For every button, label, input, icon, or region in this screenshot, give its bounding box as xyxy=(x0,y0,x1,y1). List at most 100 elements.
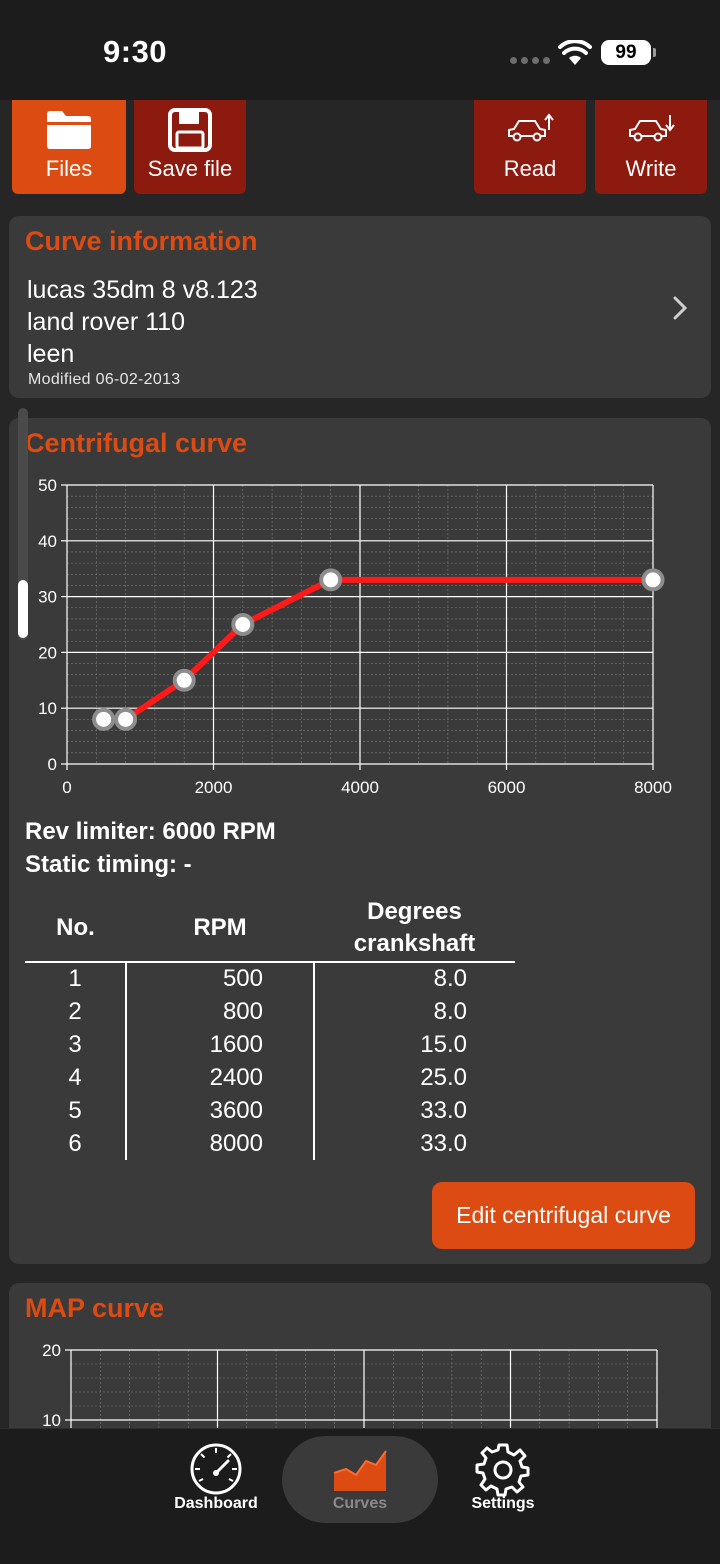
wifi-icon xyxy=(558,40,592,65)
y-tick-label: 30 xyxy=(38,588,57,607)
cell-rpm: 3600 xyxy=(126,1094,315,1127)
cell-no: 1 xyxy=(25,962,127,995)
table-row: 3 1600 15.0 xyxy=(25,1028,515,1061)
battery-indicator: 99 xyxy=(601,40,656,65)
x-tick-label: 2000 xyxy=(195,778,233,797)
scroll-indicator[interactable] xyxy=(18,408,28,640)
table-header-row: No. RPM Degrees crankshaft xyxy=(25,894,515,963)
x-tick-label: 4000 xyxy=(341,778,379,797)
edit-centrifugal-curve-button[interactable]: Edit centrifugal curve xyxy=(432,1182,695,1249)
tab-dashboard-label: Dashboard xyxy=(174,1495,258,1512)
map-curve-title: MAP curve xyxy=(25,1293,165,1323)
cell-no: 5 xyxy=(25,1094,127,1127)
tab-settings[interactable]: Settings xyxy=(428,1429,578,1525)
cell-degrees: 33.0 xyxy=(420,1129,467,1157)
header-degrees-line1: Degrees xyxy=(367,897,462,925)
table-row: 2 800 8.0 xyxy=(25,995,515,1028)
centrifugal-curve-chart[interactable]: 0 10 20 30 40 50 0 2000 4000 6000 8000 xyxy=(9,468,699,838)
curve-info-line-2: land rover 110 xyxy=(27,308,185,336)
cell-rpm: 800 xyxy=(126,995,315,1028)
car-download-icon xyxy=(629,115,675,142)
header-degrees-line2: crankshaft xyxy=(353,929,476,957)
cellular-signal-icon xyxy=(510,57,550,64)
write-button[interactable]: Write xyxy=(595,100,707,194)
read-button[interactable]: Read xyxy=(474,100,586,194)
car-upload-icon xyxy=(508,113,554,142)
axis-ticks xyxy=(61,484,654,770)
centrifugal-curve-card: Centrifugal curve 0 10 20 30 40 50 0 2000 4000 60… xyxy=(9,418,711,1264)
save-file-button[interactable]: Save file xyxy=(134,100,246,194)
tab-settings-label: Settings xyxy=(471,1495,535,1512)
cell-no: 3 xyxy=(25,1028,127,1061)
cell-degrees: 33.0 xyxy=(420,1096,467,1124)
speedometer-icon xyxy=(190,1443,242,1495)
tab-curves[interactable]: Curves xyxy=(285,1429,435,1525)
cell-no: 6 xyxy=(25,1127,127,1160)
axis-ticks xyxy=(65,1349,71,1421)
tab-bar: Dashboard Curves Settings xyxy=(0,1428,720,1564)
cell-rpm: 8000 xyxy=(126,1127,315,1160)
curve-information-card[interactable]: Curve information lucas 35dm 8 v8.123 la… xyxy=(9,216,711,398)
cell-no: 2 xyxy=(25,995,127,1028)
cell-rpm: 1600 xyxy=(126,1028,315,1061)
static-timing-text: Static timing: - xyxy=(25,851,192,878)
main-content[interactable]: Files Save file Read Write Curve informa… xyxy=(0,100,720,1428)
cell-rpm: 2400 xyxy=(126,1061,315,1094)
y-tick-label: 0 xyxy=(48,755,57,774)
y-tick-label: 20 xyxy=(42,1341,61,1360)
floppy-disk-icon xyxy=(168,108,212,152)
cell-degrees: 8.0 xyxy=(433,997,467,1025)
map-curve-card: MAP curve 20 10 xyxy=(9,1283,711,1428)
chevron-right-icon[interactable] xyxy=(673,296,687,320)
x-tick-label: 0 xyxy=(62,778,71,797)
cell-degrees: 8.0 xyxy=(433,965,467,992)
x-tick-label: 8000 xyxy=(634,778,672,797)
curve-info-line-3: leen xyxy=(27,340,75,368)
files-label: Files xyxy=(45,156,93,181)
files-button[interactable]: Files xyxy=(12,100,126,194)
write-label: Write xyxy=(625,156,677,181)
data-point xyxy=(114,707,138,731)
cell-degrees: 25.0 xyxy=(420,1063,467,1091)
cell-no: 4 xyxy=(25,1061,127,1094)
header-no: No. xyxy=(25,894,126,963)
folder-icon xyxy=(47,111,91,149)
curve-chart-icon xyxy=(333,1450,387,1491)
data-point xyxy=(641,568,665,592)
y-tick-label: 10 xyxy=(38,699,57,718)
y-tick-label: 40 xyxy=(38,532,57,551)
rev-limiter-text: Rev limiter: 6000 RPM xyxy=(25,818,276,845)
table-row: 5 3600 33.0 xyxy=(25,1094,515,1127)
data-point xyxy=(319,568,343,592)
data-point xyxy=(231,613,255,636)
cell-rpm: 500 xyxy=(126,962,315,995)
y-tick-label: 10 xyxy=(42,1411,61,1428)
cell-degrees: 15.0 xyxy=(420,1030,467,1058)
centrifugal-curve-table: No. RPM Degrees crankshaft 1 500 8.0 2 800 8… xyxy=(25,894,515,1160)
gear-icon xyxy=(475,1443,530,1497)
modified-date: Modified 06-02-2013 xyxy=(28,371,181,388)
major-grid xyxy=(66,484,654,765)
scroll-thumb[interactable] xyxy=(18,580,28,638)
table-row: 6 8000 33.0 xyxy=(25,1127,515,1160)
read-label: Read xyxy=(503,156,557,181)
x-tick-label: 6000 xyxy=(488,778,526,797)
status-time: 9:30 xyxy=(103,34,168,69)
y-tick-label: 50 xyxy=(38,476,57,495)
series-line xyxy=(103,576,653,723)
tab-curves-label: Curves xyxy=(332,1495,388,1512)
data-point xyxy=(92,707,116,731)
centrifugal-curve-title: Centrifugal curve xyxy=(25,428,248,458)
major-grid xyxy=(70,1349,658,1428)
curve-info-line-1: lucas 35dm 8 v8.123 xyxy=(27,276,258,304)
tab-dashboard[interactable]: Dashboard xyxy=(141,1429,291,1525)
y-tick-label: 20 xyxy=(38,643,57,662)
data-point xyxy=(172,668,196,692)
header-degrees: Degrees crankshaft xyxy=(314,894,515,963)
table-row: 1 500 8.0 xyxy=(25,962,515,995)
table-row: 4 2400 25.0 xyxy=(25,1061,515,1094)
save-file-label: Save file xyxy=(147,156,233,181)
curve-information-title: Curve information xyxy=(25,226,258,256)
status-bar: 9:30 99 xyxy=(0,0,720,100)
